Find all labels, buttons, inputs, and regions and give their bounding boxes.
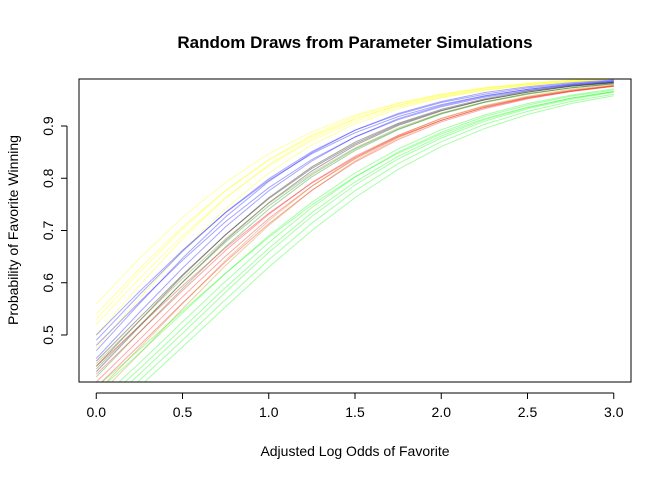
series-line-16 bbox=[95, 83, 614, 365]
series-line-17 bbox=[95, 85, 614, 367]
x-axis-label: Adjusted Log Odds of Favorite bbox=[260, 443, 449, 459]
x-tick-label: 1.5 bbox=[345, 404, 365, 420]
x-tick-label: 0.0 bbox=[87, 404, 107, 420]
x-tick-label: 2.0 bbox=[432, 404, 452, 420]
series-line-22 bbox=[111, 85, 614, 382]
x-axis: 0.0 0.5 1.0 1.5 2.0 2.5 3.0 bbox=[87, 392, 624, 420]
x-tick-label: 2.5 bbox=[518, 404, 538, 420]
y-tick-label: 0.7 bbox=[40, 221, 56, 241]
y-tick-label: 0.8 bbox=[40, 168, 56, 188]
series-line-1 bbox=[95, 79, 614, 304]
x-tick-label: 1.0 bbox=[259, 404, 279, 420]
series-line-11 bbox=[95, 82, 614, 362]
series-line-20 bbox=[100, 85, 614, 382]
series-line-19 bbox=[95, 85, 614, 382]
x-tick-label: 3.0 bbox=[604, 404, 624, 420]
series-line-6 bbox=[95, 81, 614, 336]
series-line-8 bbox=[95, 81, 614, 346]
series-line-10 bbox=[95, 80, 614, 341]
y-tick-label: 0.5 bbox=[40, 325, 56, 345]
series-line-28 bbox=[101, 91, 614, 382]
plot-frame bbox=[78, 78, 632, 383]
series-line-3 bbox=[95, 79, 614, 315]
series-line-26 bbox=[130, 91, 614, 382]
series-line-24 bbox=[118, 89, 614, 382]
y-tick-label: 0.6 bbox=[40, 273, 56, 293]
series-line-15 bbox=[95, 83, 614, 378]
series-line-9 bbox=[95, 80, 614, 359]
series-line-14 bbox=[95, 83, 614, 370]
series-line-0 bbox=[95, 79, 604, 320]
series-line-5 bbox=[95, 79, 614, 349]
series-lines bbox=[95, 79, 614, 382]
series-line-25 bbox=[124, 91, 614, 382]
y-tick-label: 0.9 bbox=[40, 116, 56, 136]
series-line-2 bbox=[95, 79, 614, 336]
y-axis: 0.5 0.6 0.7 0.8 0.9 bbox=[40, 116, 68, 345]
chart-title: Random Draws from Parameter Simulations bbox=[177, 33, 532, 52]
series-line-13 bbox=[95, 81, 614, 367]
x-tick-label: 0.5 bbox=[173, 404, 193, 420]
series-line-7 bbox=[95, 79, 614, 352]
series-line-4 bbox=[95, 79, 614, 325]
series-line-23 bbox=[107, 88, 614, 382]
series-line-21 bbox=[105, 84, 614, 382]
series-line-18 bbox=[95, 85, 614, 375]
series-line-12 bbox=[95, 82, 614, 372]
series-line-27 bbox=[136, 93, 614, 382]
y-axis-label: Probability of Favorite Winning bbox=[5, 135, 21, 325]
series-line-29 bbox=[143, 95, 614, 382]
